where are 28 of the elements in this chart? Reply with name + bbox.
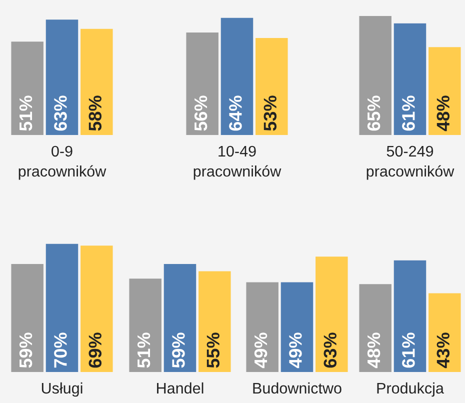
data-label: 64% [229,96,242,131]
data-label: 51% [19,96,32,131]
data-label: 70% [54,332,67,368]
data-label: 58% [88,96,102,131]
data-label: 61% [402,96,415,131]
x-axis-title: Usługi [42,382,82,397]
data-label: 48% [436,96,450,132]
data-label: 49% [289,332,302,368]
data-label: 59% [172,332,185,368]
data-label: 55% [206,332,220,368]
data-label: 65% [367,96,380,131]
x-axis-title: Produkcja [377,382,444,397]
data-label: 61% [402,332,415,368]
data-label: 59% [19,332,32,368]
data-label: 49% [254,332,268,368]
x-axis-title: Budownictwo [253,382,342,394]
data-label: 63% [54,96,67,131]
data-label: 51% [137,332,150,368]
data-label: 69% [88,332,102,368]
x-axis-title: 10-49 pracowników [194,146,282,180]
data-label: 48% [367,332,380,368]
x-axis-title: 0-9 pracowników [18,146,106,180]
data-label: 43% [436,332,450,368]
data-label: 53% [264,96,277,131]
data-label: 56% [194,96,208,131]
x-axis-title: Handel [157,382,204,394]
data-label: 63% [324,332,337,368]
x-axis-title: 50-249 pracowników [366,146,454,180]
